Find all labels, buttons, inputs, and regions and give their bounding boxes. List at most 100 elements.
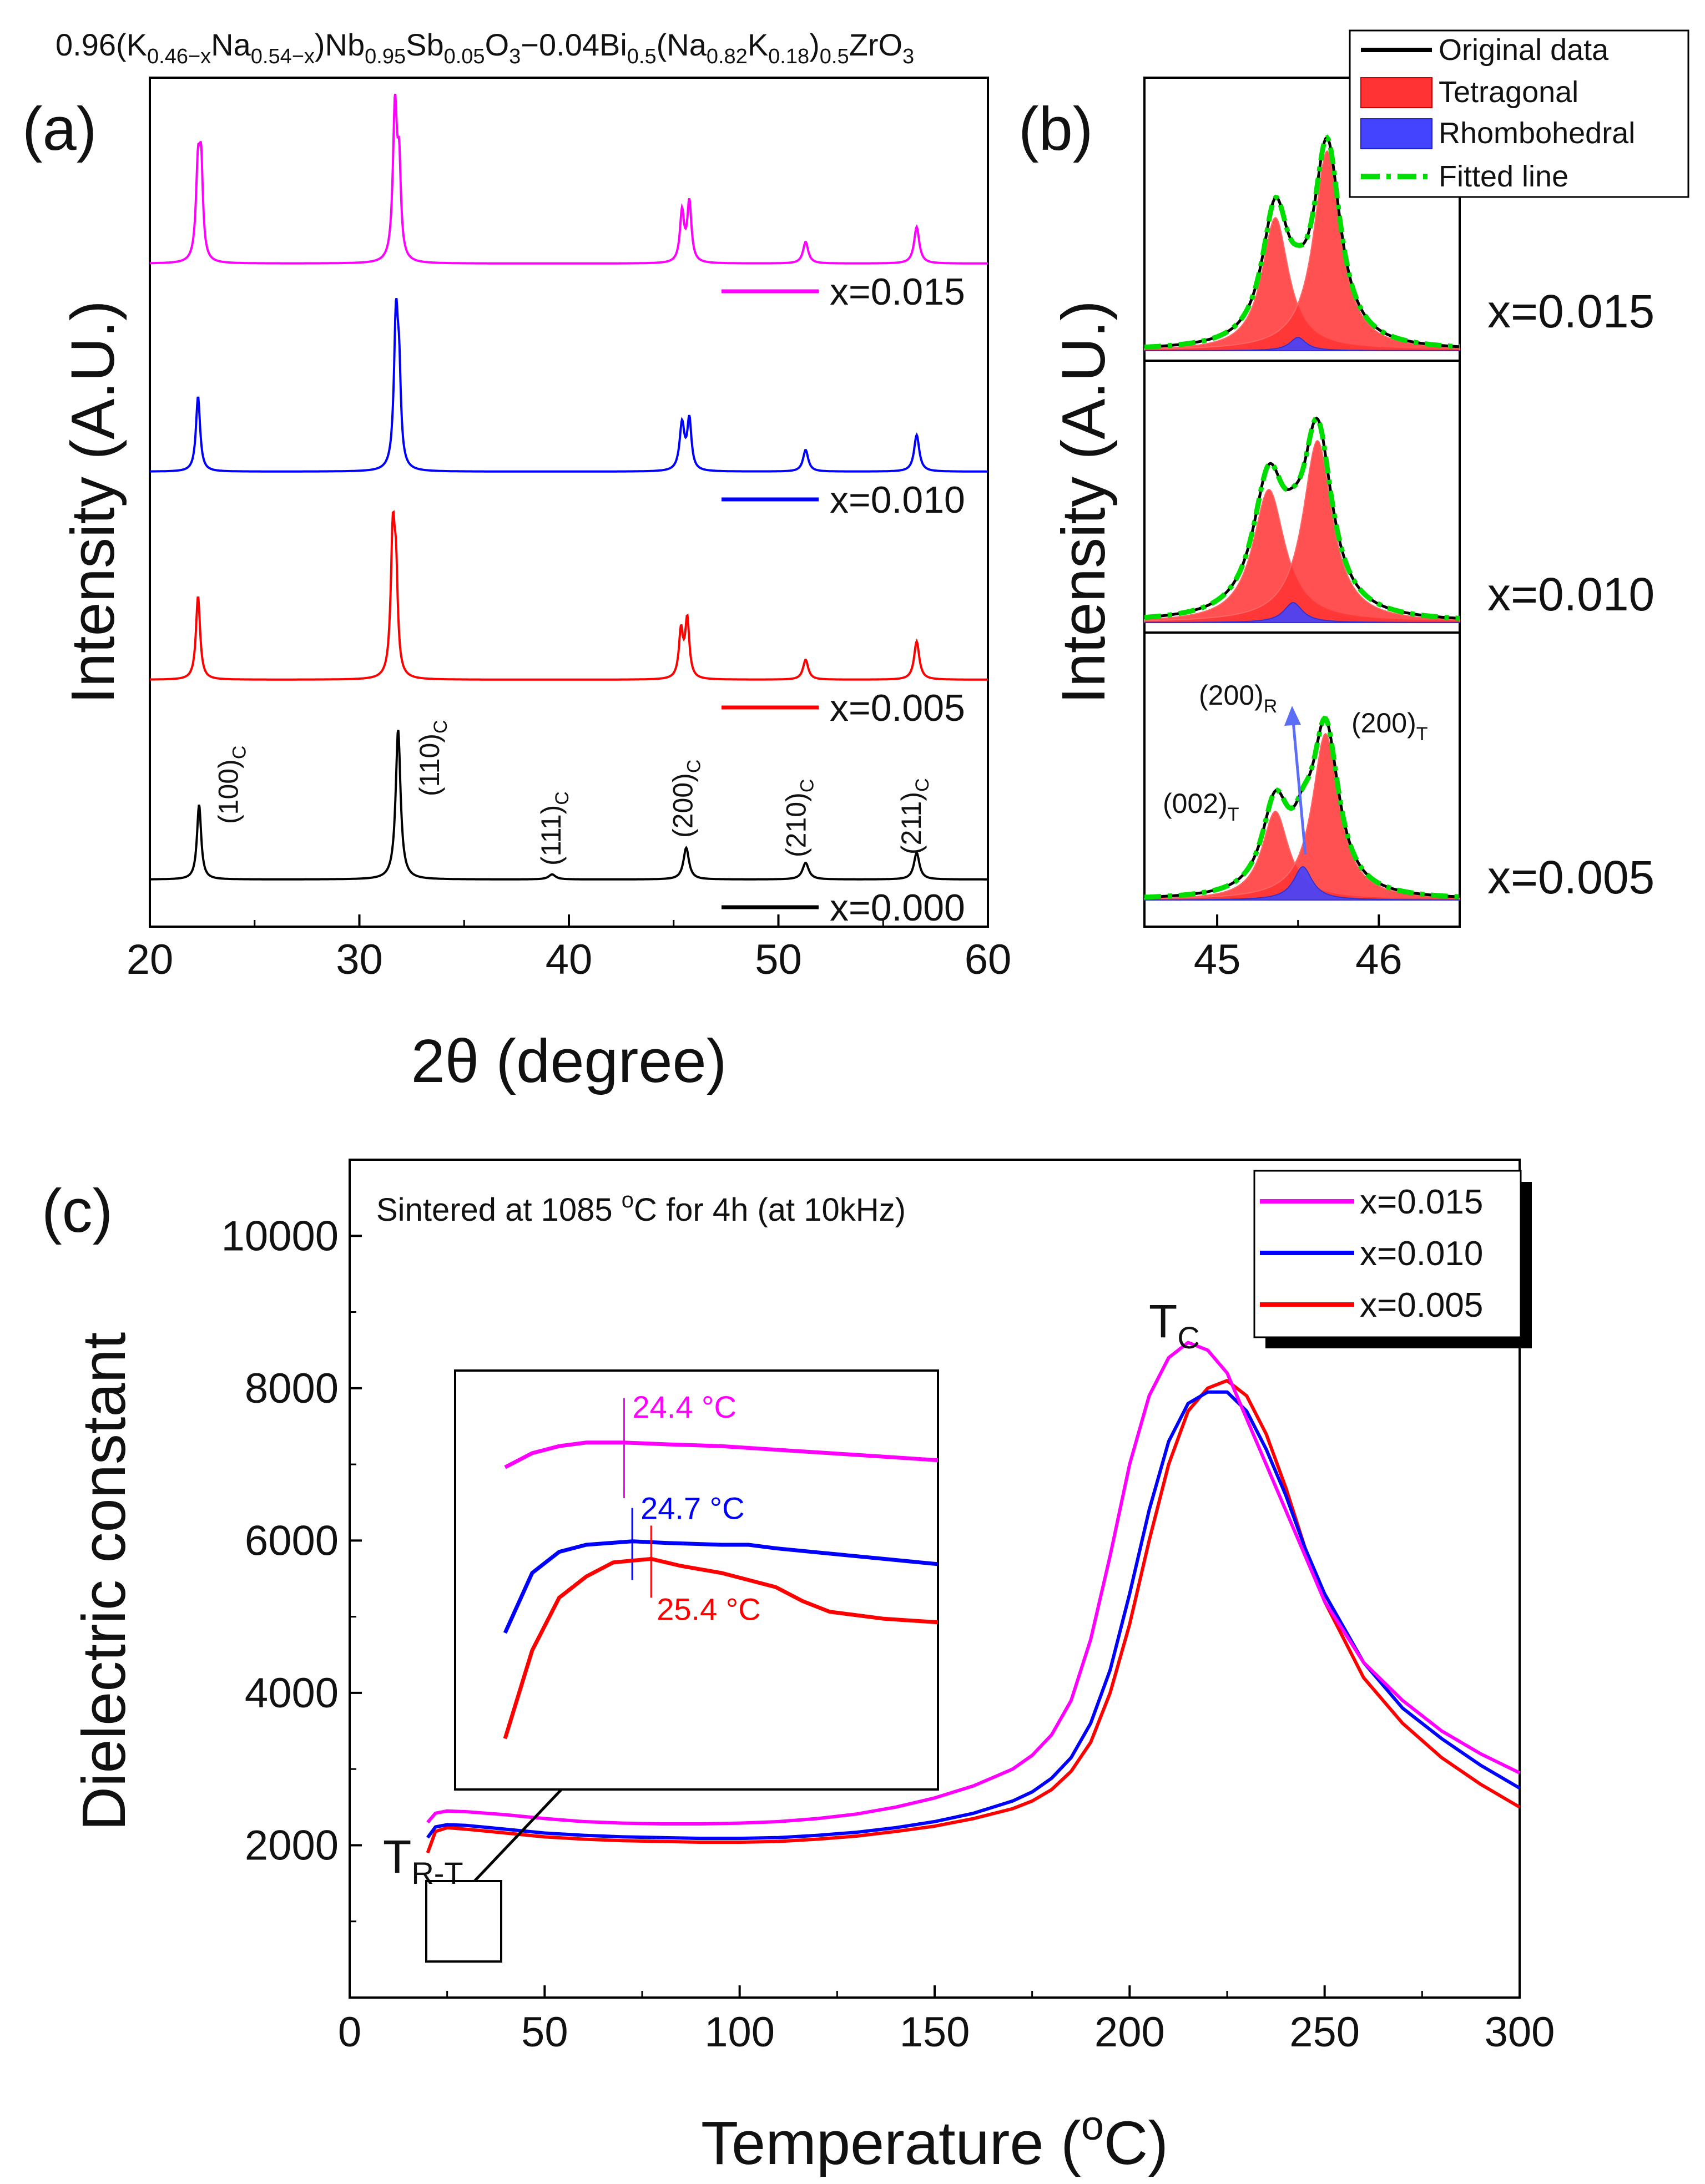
trt-zoom-box	[425, 1880, 502, 1963]
a-peak-annotation-main: (210)	[781, 792, 812, 857]
c-series-line-x=0.010	[426, 1390, 1521, 1841]
panel-c-title: Sintered at 1085 oC for 4h (at 10kHz)	[376, 1188, 906, 1228]
a-xtick-label: 50	[755, 936, 802, 983]
b-rhombohedral-peak	[1144, 336, 1460, 351]
a-legend-label: x=0.000	[830, 887, 965, 929]
peak-arrowhead-200R	[1284, 706, 1301, 726]
trt-arrow	[473, 1772, 578, 1882]
panel-c-xlabel: Temperature (oC)	[701, 2102, 1168, 2177]
a-peak-annotation-sub: C	[912, 778, 933, 792]
panel-b-legend-box	[1349, 29, 1689, 198]
a-peak-annotation-main: (110)	[414, 734, 445, 796]
inset-series-line	[503, 1539, 939, 1634]
legend-x005-label: x=0.005	[1360, 1286, 1483, 1324]
panel-c: (c) Sintered at 1085 oC for 4h (at 10kHz…	[42, 1159, 1555, 2177]
b-tetragonal-peak	[1144, 150, 1460, 351]
a-peak-annotation-main: (211)	[896, 792, 927, 855]
c-ytick-label: 2000	[245, 1822, 339, 1869]
panel-c-legend: x=0.015 x=0.010 x=0.005	[1253, 1170, 1532, 1348]
a-peak-annotation: (200)C	[668, 760, 705, 838]
a-peak-annotation-sub: C	[552, 791, 573, 805]
a-peak-annotation: (110)C	[414, 720, 451, 796]
b-sample-label: x=0.005	[1487, 851, 1654, 903]
c-xtick-label: 0	[338, 2009, 361, 2056]
inset-peak-label: 24.7 °C	[640, 1491, 744, 1526]
a-peak-annotation-main: (200)	[668, 773, 699, 838]
a-series-line-x=0.010	[150, 297, 988, 473]
legend-tetragonal-swatch	[1360, 77, 1432, 108]
a-peak-annotation: (111)C	[536, 791, 573, 866]
legend-rhombohedral-swatch	[1360, 118, 1432, 149]
panel-b-ylabel: Intensity (A.U.)	[1050, 300, 1118, 704]
legend-rhombohedral-label: Rhombohedral	[1439, 117, 1635, 150]
a-xtick-label: 40	[546, 936, 593, 983]
legend-fitted-label: Fitted line	[1439, 160, 1568, 193]
b-xtick-label: 46	[1355, 936, 1403, 983]
c-xtick-label: 250	[1289, 2009, 1360, 2056]
peak-arrow-200R	[1292, 721, 1307, 855]
b-fitted-line	[1144, 715, 1460, 900]
c-ytick-label: 4000	[245, 1670, 339, 1717]
panel-c-label: (c)	[42, 1177, 113, 1245]
peak-label-200T: (200)T	[1351, 707, 1428, 745]
trt-label: TR-T	[383, 1831, 463, 1890]
a-peak-annotation-sub: C	[430, 720, 451, 734]
tc-label: TC	[1149, 1295, 1200, 1355]
panel-b: (b) 45 46 x=0.015 x=0.010 x=0.005 Intensity…	[1018, 29, 1689, 983]
panel-a-ylabel: Intensity (A.U.)	[59, 300, 127, 704]
inset-series-line	[504, 1440, 939, 1469]
inset-frame	[454, 1369, 939, 1791]
b-fitted-line	[1144, 134, 1460, 350]
c-xtick-label: 100	[704, 2009, 775, 2056]
c-xtick-label: 150	[900, 2009, 970, 2056]
b-xtick-label: 45	[1194, 936, 1241, 983]
c-series-line-x=0.015	[426, 1341, 1521, 1826]
a-series-line-x=0.005	[150, 510, 988, 681]
legend-x015-label: x=0.015	[1360, 1183, 1483, 1221]
c-ytick-label: 8000	[245, 1365, 339, 1412]
b-rhombohedral-peak	[1144, 601, 1460, 623]
inset-peak-label: 25.4 °C	[657, 1591, 760, 1626]
a-xtick-label: 30	[336, 936, 383, 983]
panel-b-legend: Original data Tetragonal Rhombohedral Fi…	[1349, 29, 1689, 198]
panel-c-ylabel: Dielectric constant	[70, 1332, 138, 1831]
a-peak-annotation-sub: C	[229, 746, 250, 760]
a-peak-annotation-sub: C	[684, 760, 705, 774]
c-xtick-label: 300	[1485, 2009, 1555, 2056]
b-fitted-line	[1144, 415, 1460, 621]
a-peak-annotation: (211)C	[896, 778, 933, 855]
panel-b-label: (b)	[1018, 95, 1093, 163]
legend-original-label: Original data	[1439, 33, 1609, 67]
b-sample-label: x=0.015	[1487, 285, 1654, 337]
a-peak-annotation: (210)C	[781, 779, 818, 857]
a-peak-annotation-main: (111)	[536, 805, 567, 866]
a-legend-label: x=0.005	[830, 687, 965, 729]
a-peak-annotation: (100)C	[213, 746, 250, 824]
a-series-line-x=0.000	[150, 730, 988, 881]
panel-b-frame	[1143, 77, 1461, 928]
a-peak-annotation-sub: C	[797, 779, 818, 793]
c-ytick-label: 10000	[221, 1212, 339, 1260]
legend-x010-label: x=0.010	[1360, 1235, 1483, 1273]
inset-series-line	[503, 1556, 939, 1740]
peak-label-002T: (002)T	[1163, 788, 1239, 825]
a-legend-label: x=0.015	[830, 271, 965, 313]
a-xtick-label: 60	[965, 936, 1012, 983]
panel-a: (a) 20 30 40 50 60 x=0.015 x=0.010 x=0.005 x=0.…	[22, 77, 1012, 1095]
a-series-line-x=0.015	[149, 93, 988, 265]
legend-tetragonal-label: Tetragonal	[1439, 75, 1578, 109]
a-peak-annotation-main: (100)	[213, 759, 244, 824]
peak-label-200R: (200)R	[1199, 680, 1277, 717]
panel-a-xlabel: 2θ (degree)	[411, 1027, 727, 1095]
b-tetragonal-peak	[1144, 440, 1460, 623]
formula-title: 0.96(K0.46−xNa0.54−x)Nb0.95Sb0.05O3−0.04…	[56, 27, 914, 68]
c-xtick-label: 50	[521, 2009, 568, 2056]
panel-a-label: (a)	[22, 95, 97, 163]
c-xtick-label: 200	[1094, 2009, 1165, 2056]
inset-peak-label: 24.4 °C	[633, 1389, 737, 1424]
c-ytick-label: 6000	[245, 1517, 339, 1564]
b-rhombohedral-peak	[1144, 866, 1460, 901]
inset: 24.4 °C 24.7 °C 25.4 °C	[454, 1369, 939, 1791]
a-xtick-label: 20	[127, 936, 174, 983]
a-legend-label: x=0.010	[830, 479, 965, 521]
